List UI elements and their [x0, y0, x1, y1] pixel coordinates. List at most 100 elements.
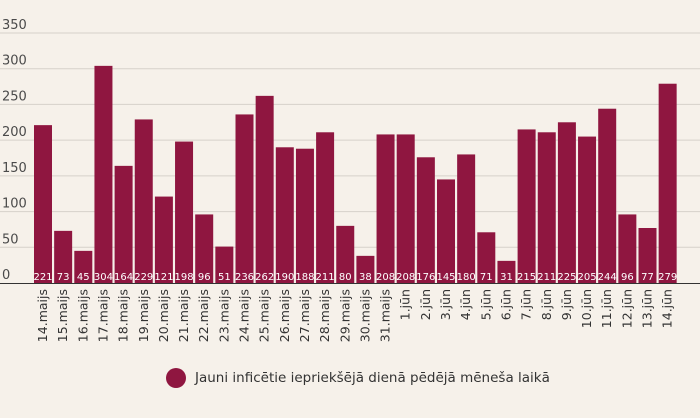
- x-tick-label: 3.jūn: [438, 289, 453, 320]
- bar: [477, 232, 496, 283]
- bar: [336, 225, 355, 283]
- y-axis-ticks: 0 50 100 150 200 250 300 350: [2, 18, 27, 283]
- bar: [497, 260, 516, 283]
- x-tick-label: 29.maijs: [337, 289, 352, 342]
- data-label: 145: [436, 272, 455, 283]
- bar: [618, 214, 637, 283]
- data-label: 180: [457, 272, 476, 283]
- data-label: 244: [598, 272, 617, 283]
- x-tick-label: 20.maijs: [156, 289, 171, 342]
- y-tick-label: 250: [2, 89, 27, 104]
- x-tick-label: 18.maijs: [116, 289, 131, 342]
- x-tick-label: 13.jūn: [640, 289, 655, 328]
- x-axis-ticks: 14.maijs 15.maijs 16.maijs 17.maijs 18.maijs…: [35, 289, 675, 342]
- bar: [457, 154, 476, 283]
- bar: [316, 132, 335, 283]
- x-tick-label: 21.maijs: [176, 289, 191, 342]
- data-label: 211: [316, 272, 335, 283]
- data-label: 208: [396, 272, 415, 283]
- x-tick-label: 15.maijs: [55, 289, 70, 342]
- data-label: 80: [339, 272, 352, 283]
- bar: [114, 165, 133, 283]
- x-tick-label: 4.jūn: [458, 289, 473, 320]
- data-label: 73: [57, 272, 70, 283]
- data-label: 96: [198, 272, 211, 283]
- y-tick-label: 150: [2, 161, 27, 176]
- bar: [275, 147, 294, 283]
- data-label: 71: [480, 272, 493, 283]
- x-tick-label: 22.maijs: [196, 289, 211, 342]
- data-label: 188: [295, 272, 314, 283]
- x-tick-label: 7.jūn: [519, 289, 534, 320]
- data-label: 225: [557, 272, 576, 283]
- bar: [537, 132, 556, 283]
- x-tick-label: 26.maijs: [277, 289, 292, 342]
- data-label: 198: [175, 272, 194, 283]
- data-label: 205: [578, 272, 597, 283]
- bar: [175, 141, 194, 283]
- x-tick-label: 12.jūn: [619, 289, 634, 328]
- x-tick-label: 28.maijs: [317, 289, 332, 342]
- bar: [154, 196, 173, 283]
- data-label: 51: [218, 272, 231, 283]
- x-tick-label: 6.jūn: [498, 289, 513, 320]
- data-label: 208: [376, 272, 395, 283]
- y-tick-label: 200: [2, 125, 27, 140]
- data-label: 38: [359, 272, 372, 283]
- x-tick-label: 14.jūn: [660, 289, 675, 328]
- x-tick-label: 27.maijs: [297, 289, 312, 342]
- bar: [74, 250, 93, 283]
- x-tick-label: 5.jūn: [478, 289, 493, 320]
- x-tick-label: 11.jūn: [599, 289, 614, 328]
- bar: [396, 134, 415, 283]
- x-tick-label: 31.maijs: [378, 289, 393, 342]
- data-label: 221: [33, 272, 52, 283]
- bar: [94, 65, 113, 283]
- x-tick-label: 8.jūn: [539, 289, 554, 320]
- bar: [517, 129, 536, 283]
- data-label: 190: [275, 272, 294, 283]
- data-label: 45: [77, 272, 90, 283]
- data-label: 236: [235, 272, 254, 283]
- bar: [557, 122, 576, 284]
- x-tick-label: 1.jūn: [398, 289, 413, 320]
- x-tick-label: 23.maijs: [216, 289, 231, 342]
- data-label: 176: [416, 272, 435, 283]
- bar: [638, 228, 657, 283]
- bar: [134, 119, 153, 283]
- data-label: 304: [94, 272, 113, 283]
- data-label: 77: [641, 272, 654, 283]
- data-label: 215: [517, 272, 536, 283]
- x-tick-label: 25.maijs: [257, 289, 272, 342]
- x-tick-label: 16.maijs: [75, 289, 90, 342]
- bar: [437, 179, 455, 283]
- bar: [54, 230, 73, 283]
- data-label: 262: [255, 272, 274, 283]
- y-tick-label: 300: [2, 54, 27, 69]
- bar: [235, 114, 254, 283]
- bar: [416, 157, 435, 283]
- data-label: 229: [134, 272, 153, 283]
- bar: [376, 134, 395, 283]
- bar: [34, 125, 52, 284]
- legend: Jauni inficētie iepriekšējā dienā pēdējā…: [166, 368, 550, 388]
- x-tick-label: 17.maijs: [95, 289, 110, 342]
- data-label: 211: [537, 272, 556, 283]
- bar: [356, 255, 375, 283]
- x-tick-label: 19.maijs: [136, 289, 151, 342]
- x-tick-label: 24.maijs: [237, 289, 252, 342]
- bar: [578, 136, 597, 283]
- legend-label: Jauni inficētie iepriekšējā dienā pēdējā…: [195, 370, 550, 386]
- bar: [215, 246, 234, 283]
- data-labels: 221 73 45 304 164 229 121 198 96 51 236 262 190 188 21…: [33, 272, 677, 283]
- x-tick-label: 30.maijs: [357, 289, 372, 342]
- y-tick-label: 50: [2, 232, 19, 247]
- bar: [195, 214, 214, 283]
- x-tick-label: 9.jūn: [559, 289, 574, 320]
- x-tick-label: 14.maijs: [35, 289, 50, 342]
- data-label: 96: [621, 272, 634, 283]
- bars: [34, 65, 677, 284]
- bar: [255, 95, 274, 283]
- data-label: 279: [658, 272, 677, 283]
